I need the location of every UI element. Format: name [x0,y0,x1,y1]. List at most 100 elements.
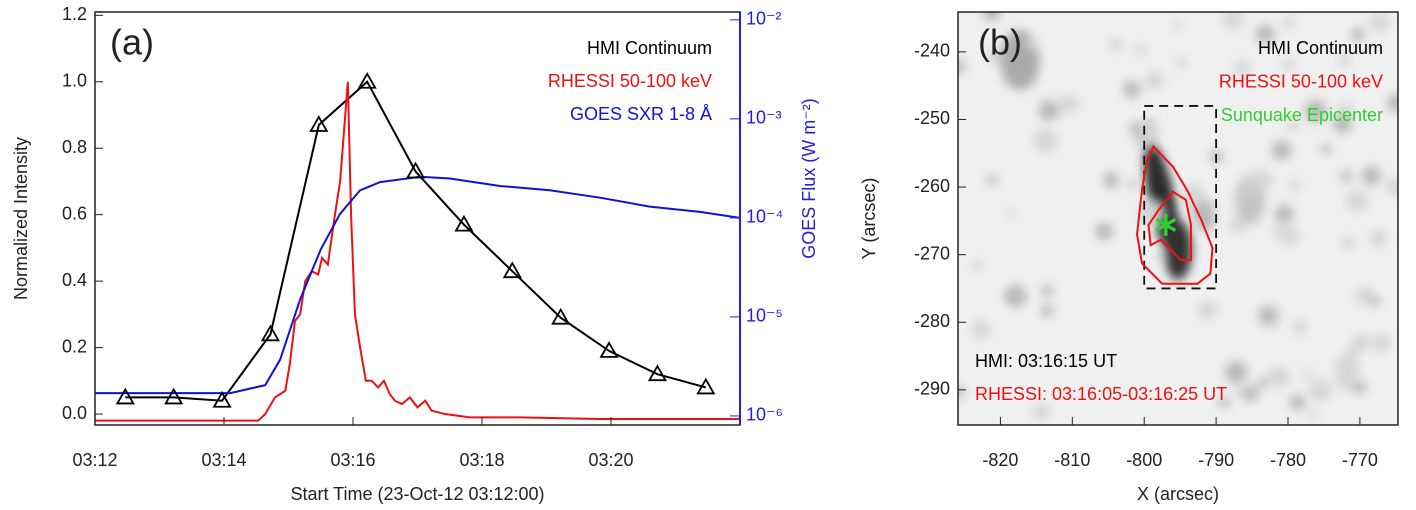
image-speckle [1223,12,1245,30]
image-speckle [1355,287,1374,306]
image-speckle [972,259,984,272]
image-speckle [1038,99,1060,121]
y2-tick-label: 10⁻² [746,9,782,29]
x-tick-label: 03:16 [330,450,375,470]
image-speckle [958,59,966,74]
image-speckle [1372,333,1391,353]
x-tick-label: -820 [982,450,1018,470]
image-speckle [1341,235,1356,250]
image-speckle [1229,217,1246,234]
x-tick-label: 03:12 [72,450,117,470]
triangle-marker [599,341,619,358]
image-speckle [1289,394,1306,411]
triangle-marker [551,307,571,325]
y-axis-label: Normalized Intensity [11,137,31,300]
image-speckle [1145,71,1164,90]
image-speckle [1308,378,1332,402]
image-speckle [1385,177,1398,196]
annotation: HMI: 03:16:15 UT [975,351,1117,371]
image-speckle [1387,93,1398,112]
y-tick-label: 1.2 [62,4,87,24]
x-tick-label: 03:20 [588,450,633,470]
triangle-marker [502,261,522,279]
image-speckle [1257,377,1269,389]
image-speckle [1292,320,1308,335]
legend-entry: RHESSI 50-100 keV [548,71,712,91]
image-speckle [1198,300,1217,320]
image-speckle [1332,114,1352,134]
image-speckle [1182,183,1205,206]
x-tick-label: 03:18 [459,450,504,470]
image-speckle [1369,229,1387,247]
series-line [95,175,740,395]
contour [1147,190,1192,262]
image-speckle [1334,355,1359,380]
panel-label: (b) [978,22,1022,63]
image-speckle [988,52,998,62]
annotation: RHESSI: 03:16:05-03:16:25 UT [975,384,1227,404]
y-tick-label: 0.8 [62,137,87,157]
image-texture [958,12,1398,421]
y-tick-label: 0.6 [62,203,87,223]
image-speckle [1154,251,1165,262]
legend-entry: Sunquake Epicenter [1221,105,1383,125]
image-speckle [1281,58,1296,72]
y2-tick-label: 10⁻⁶ [746,405,783,425]
triangle-marker [212,390,232,408]
image-speckle [1224,360,1248,384]
x-tick-label: -810 [1054,450,1090,470]
image-speckle [1006,210,1015,219]
image-speckle [1351,27,1365,42]
triangle-marker [454,214,474,232]
image-speckle [1288,179,1301,192]
image-speckle [1251,169,1273,191]
image-speckle [1135,137,1144,146]
plot-frame [957,11,1399,426]
image-speckle [1274,204,1294,224]
image-speckle [1243,184,1253,194]
x-tick-label: -770 [1342,450,1378,470]
image-speckle [1233,59,1250,76]
image-speckle [1255,24,1275,44]
panel-label: (a) [110,22,154,63]
image-speckle [1281,16,1295,30]
triangle-marker [164,387,184,405]
image-speckle [1059,95,1078,114]
legend-entry: RHESSI 50-100 keV [1219,71,1383,91]
x-axis-label: Start Time (23-Oct-12 03:12:00) [290,484,544,504]
triangle-marker [115,387,135,405]
x-tick-label: -800 [1126,450,1162,470]
x-axis-label: X (arcsec) [1137,484,1219,504]
image-speckle [1258,306,1276,324]
triangle-marker [696,377,716,395]
x-tick-label: 03:14 [201,450,246,470]
y2-axis-label: GOES Flux (W m⁻²) [799,98,819,259]
x-tick-label: -790 [1198,450,1234,470]
image-speckle [1339,102,1354,117]
image-speckle [1308,409,1319,420]
image-speckle [1026,38,1040,51]
image-speckle [1337,53,1351,67]
image-speckle [1172,20,1183,31]
image-speckle [958,385,965,399]
y2-tick-label: 10⁻⁵ [746,306,783,326]
image-speckle [1218,397,1230,409]
triangle-marker [647,364,667,382]
image-speckle [1345,190,1368,212]
region-box [1143,105,1218,290]
y-tick-label: -240 [914,41,950,61]
image-speckle [1304,99,1327,123]
y-tick-label: -270 [914,243,950,263]
image-speckle [1321,143,1332,155]
image-speckle [1128,179,1138,189]
legend-entry: HMI Continuum [1258,38,1383,58]
y-tick-label: 0.0 [62,403,87,423]
image-speckle [1340,170,1353,183]
epicenter-marker [1155,213,1177,236]
series-line [125,80,707,402]
series-line [95,81,740,422]
image-speckle [971,320,991,340]
contour [1136,144,1214,285]
triangle-marker [357,71,377,89]
